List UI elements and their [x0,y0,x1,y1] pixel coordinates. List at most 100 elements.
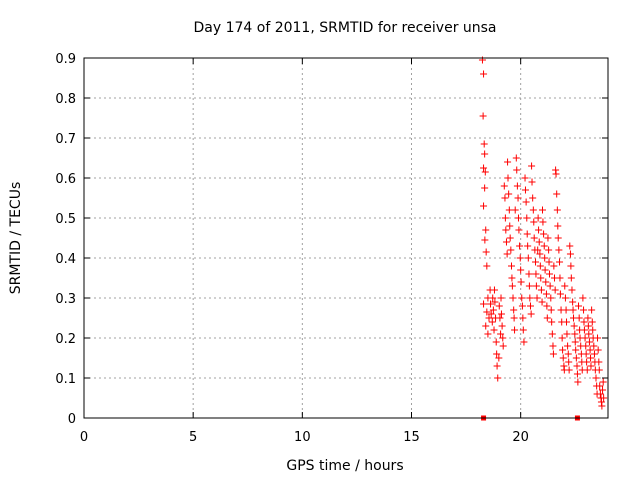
data-point [520,338,528,346]
data-point [532,270,540,278]
data-point [498,322,506,330]
data-point [514,194,522,202]
data-point [508,274,516,282]
data-point [542,278,550,286]
data-point [599,386,607,394]
data-point [494,374,502,382]
data-point [539,218,547,226]
data-point [545,258,553,266]
data-point [501,194,509,202]
data-point [480,140,488,148]
data-point [547,306,555,314]
data-point [530,234,538,242]
data-point [581,334,589,342]
data-point [483,262,491,270]
y-tick-label: 0.6 [55,172,76,187]
data-point [507,262,515,270]
data-point [524,254,532,262]
data-point [507,246,515,254]
data-point [504,158,512,166]
data-point [480,70,488,78]
data-point [570,322,578,330]
data-point [568,286,576,294]
data-point [518,294,526,302]
data-point [534,246,542,254]
data-point [572,354,580,362]
data-point [563,330,571,338]
data-point [547,294,555,302]
data-point [509,294,517,302]
data-point [580,326,588,334]
data-point [582,342,590,350]
data-point [546,282,554,290]
data-point [587,362,595,370]
data-point [514,214,522,222]
data-point [565,366,573,374]
data-point [584,322,592,330]
data-point [527,310,535,318]
data-point [595,358,603,366]
y-tick-label: 0.3 [55,292,76,307]
ticks: 0 0.1 0.2 0.3 0.4 0.5 0.6 0.7 0.8 0.9 0 5 10 15 20 [55,52,608,445]
data-point [595,366,603,374]
data-point [524,242,532,250]
data-point [554,222,562,230]
data-point [502,238,510,246]
data-point [530,218,538,226]
data-point [538,298,546,306]
data-point [540,242,548,250]
data-point [569,306,577,314]
data-point [508,282,516,290]
data-point [550,262,558,270]
data-point [489,306,497,314]
data-point [594,346,602,354]
data-point [492,338,500,346]
data-point [564,350,572,358]
data-point [589,326,597,334]
data-point [489,294,497,302]
data-point [585,338,593,346]
data-point [588,306,596,314]
data-point [561,294,569,302]
chart-title: Day 174 of 2011, SRMTID for receiver uns… [193,20,496,36]
data-point [543,302,551,310]
data-point [487,300,495,308]
data-point [511,206,519,214]
data-point [572,346,580,354]
data-point [516,254,524,262]
x-tick-label: 5 [189,430,197,445]
data-point [535,226,543,234]
data-point [523,214,531,222]
data-point [480,300,488,308]
data-point [539,206,546,214]
data-point [545,270,553,278]
data-point [502,226,510,234]
data-point [499,342,507,350]
data-point [559,346,567,354]
x-tick-label: 0 [80,430,88,445]
data-point [534,214,542,222]
data-point [525,282,533,290]
data-point [488,318,496,326]
data-point [517,278,525,286]
data-point [529,206,537,214]
data-point [517,266,525,274]
data-point [493,362,501,370]
data-point [556,290,564,298]
data-point [563,318,571,326]
data-point [552,170,560,178]
data-point [537,274,545,282]
data-point [561,282,569,290]
y-tick-label: 0.9 [55,52,76,67]
data-point [506,222,514,230]
data-point [580,306,588,314]
y-tick-label: 0.2 [55,332,76,347]
data-point [516,242,524,250]
data-point [566,250,574,258]
data-point [553,206,561,214]
data-point [541,254,549,262]
data-point [584,314,592,322]
data-point [487,310,495,318]
data-point [554,234,562,242]
data-point [600,394,608,402]
